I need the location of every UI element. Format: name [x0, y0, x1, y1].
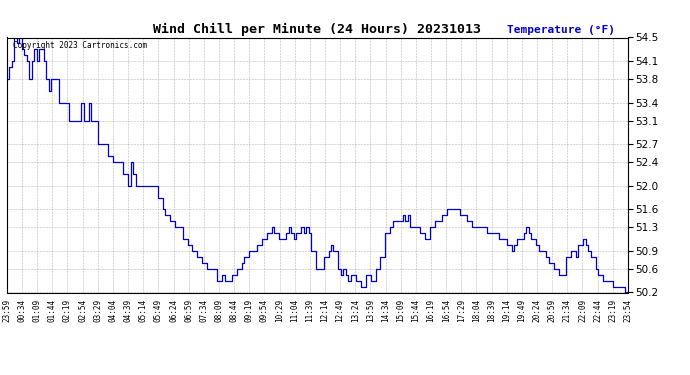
Text: Temperature (°F): Temperature (°F)	[507, 25, 615, 35]
Text: Copyright 2023 Cartronics.com: Copyright 2023 Cartronics.com	[13, 41, 147, 50]
Title: Wind Chill per Minute (24 Hours) 20231013: Wind Chill per Minute (24 Hours) 2023101…	[153, 23, 482, 36]
